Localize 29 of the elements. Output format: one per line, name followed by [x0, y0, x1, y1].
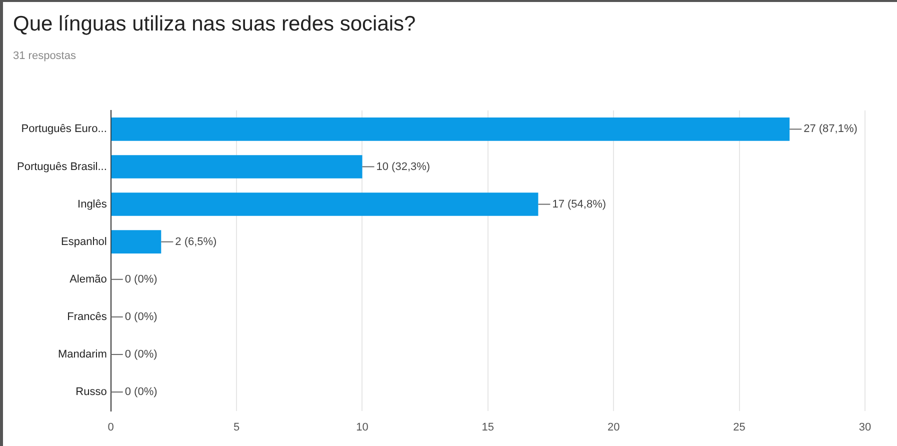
- y-tick-label: Russo: [76, 386, 107, 398]
- y-tick-label: Inglês: [78, 198, 108, 210]
- x-tick-label: 20: [608, 421, 620, 434]
- x-tick-label: 25: [733, 421, 746, 434]
- chart-title: Que línguas utiliza nas suas redes sociais?: [13, 12, 416, 36]
- x-tick-label: 10: [356, 421, 368, 434]
- bar: [111, 192, 538, 216]
- data-label: 0 (0%): [124, 386, 158, 398]
- bar: [111, 118, 790, 141]
- y-tick-label: Alemão: [70, 273, 107, 286]
- data-label: 0 (0%): [124, 348, 158, 361]
- data-label: 0 (0%): [124, 273, 158, 286]
- x-tick-label: 0: [108, 421, 114, 434]
- data-label: 17 (54,8%): [552, 198, 606, 210]
- data-label: 27 (87,1%): [804, 123, 858, 136]
- y-tick-label: Mandarim: [58, 348, 107, 361]
- y-tick-label: Espanhol: [61, 236, 107, 248]
- bar: [111, 230, 162, 254]
- y-tick-label: Português Euro...: [21, 123, 107, 136]
- data-label: 2 (6,5%): [175, 236, 217, 248]
- bar: [111, 155, 362, 178]
- data-label: 10 (32,3%): [376, 160, 430, 173]
- x-tick-label: 5: [234, 421, 240, 434]
- data-label: 0 (0%): [124, 310, 158, 323]
- y-tick-label: Francês: [67, 310, 108, 323]
- chart-subtitle: 31 respostas: [13, 50, 76, 62]
- x-tick-label: 30: [858, 421, 872, 434]
- y-tick-label: Português Brasil...: [17, 160, 107, 173]
- x-tick-label: 15: [482, 421, 494, 434]
